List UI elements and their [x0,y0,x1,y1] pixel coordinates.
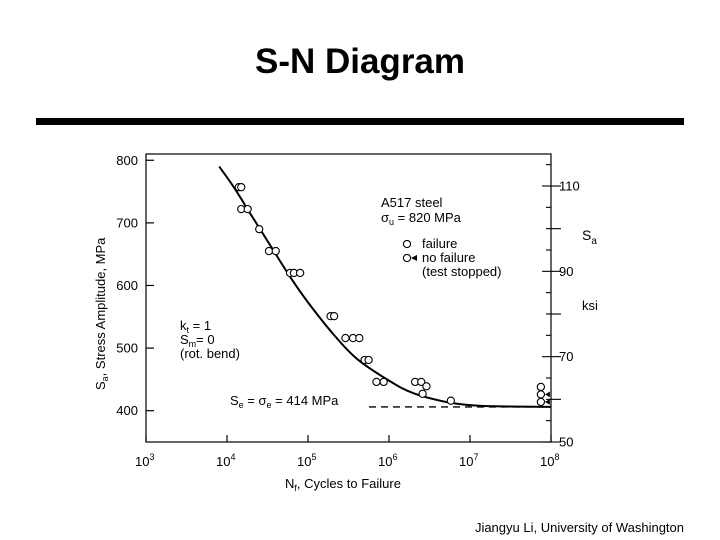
y-axis-title: Sa, Stress Amplitude, MPa [93,237,110,390]
condition-kt: kt = 1 [180,318,211,335]
y2-axis-unit: ksi [582,298,598,313]
condition-test-type: (rot. bend) [180,346,240,361]
failure-point [372,377,381,387]
x-axis-title: Nf, Cycles to Failure [285,476,401,493]
y2-axis-ticks: 50 70 90 110 [542,164,580,450]
no-failure-arrow [544,399,550,405]
legend-material: A517 steel [381,195,443,210]
endurance-limit-label: Se = σe = 414 MPa [230,393,339,410]
x-tick-label: 105 [297,452,316,469]
failure-point [536,382,546,392]
failure-point [417,377,426,387]
no-failure-circle [536,390,546,399]
failure-point [243,204,252,214]
title-divider [36,118,684,125]
x-tick-label: 106 [378,452,397,469]
legend-failure-label: failure [422,236,457,251]
x-axis-ticks: 103 104 105 106 107 108 [135,435,559,469]
failure-point [264,246,274,256]
failure-point [364,355,373,365]
x-tick-label: 108 [540,452,559,469]
author-credit: Jiangyu Li, University of Washington [474,520,684,535]
failure-point [418,389,427,398]
y2-tick-label: 50 [559,435,573,450]
condition-sm: Sm= 0 [180,332,215,349]
y2-tick-label: 70 [559,349,573,364]
legend-test-stopped: (test stopped) [422,264,502,279]
slide-title: S-N Diagram [254,42,466,81]
failure-point [296,268,305,278]
legend-no-failure-label: no failure [422,250,475,265]
failure-point [237,183,246,192]
y-tick-label: 500 [116,341,138,356]
y-tick-label: 600 [116,278,138,293]
y2-gridlines [551,185,561,443]
y2-tick-label: 90 [559,264,573,279]
no-failure-point [536,390,550,399]
y-tick-label: 800 [116,153,138,168]
plot-frame [145,153,552,443]
sn-fit-curve [218,165,552,408]
y-axis-ticks: 400 500 600 700 800 [116,153,154,418]
y2-tick-label: 110 [559,179,580,194]
failure-point [355,333,364,343]
failure-point [255,224,264,234]
data-points [234,183,550,407]
x-tick-label: 107 [459,452,478,469]
y-tick-label: 700 [116,215,138,230]
x-tick-label: 104 [216,452,235,469]
legend-ultimate-strength: σu = 820 MPa [381,210,462,227]
failure-point [422,382,431,391]
legend-failure-marker [402,239,412,249]
no-failure-point [536,397,550,407]
y-tick-label: 400 [116,403,138,418]
failure-point [341,333,350,343]
failure-point [271,246,280,256]
y2-axis-symbol: Sa [582,227,597,247]
failure-point [329,312,339,321]
no-failure-arrow [544,391,550,398]
legend-no-failure-marker [402,253,417,263]
no-failure-circle [536,397,546,407]
failure-point [379,377,388,387]
x-tick-label: 103 [135,452,154,469]
failure-point [446,396,455,405]
